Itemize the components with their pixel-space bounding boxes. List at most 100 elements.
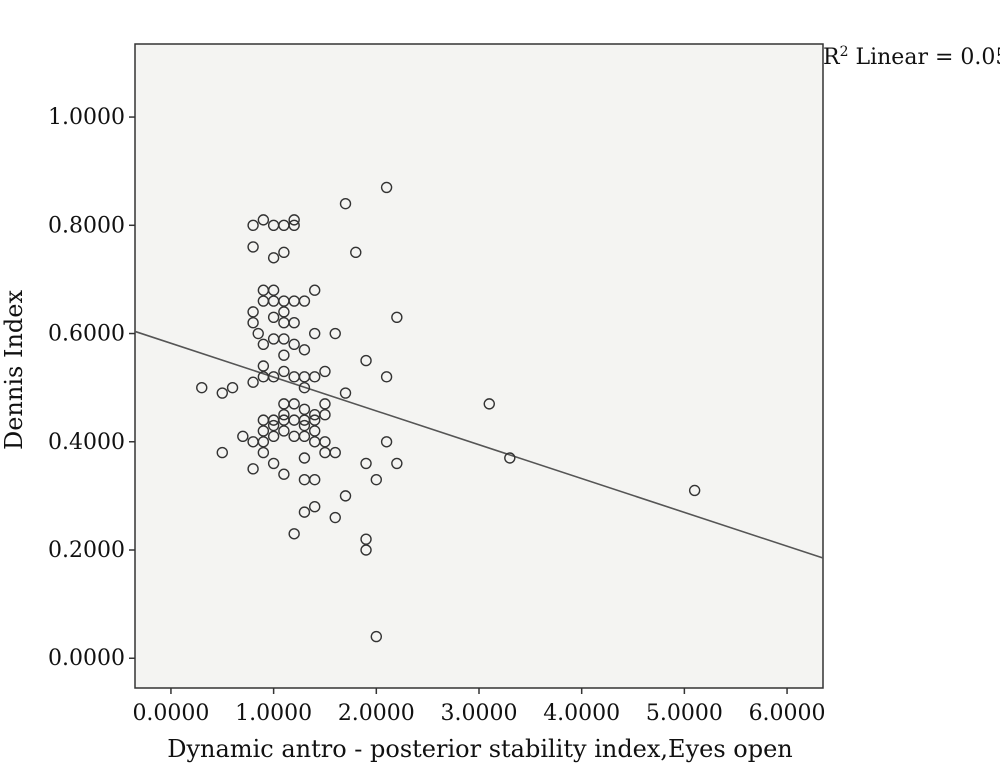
x-tick-label: 6.0000 bbox=[749, 701, 826, 726]
data-point bbox=[360, 533, 372, 545]
data-point bbox=[504, 452, 516, 464]
r-squared-superscript: 2 bbox=[840, 44, 849, 60]
data-point bbox=[288, 214, 300, 226]
data-point bbox=[298, 430, 311, 443]
data-point bbox=[380, 181, 393, 194]
data-point bbox=[252, 327, 264, 340]
plot-area bbox=[134, 43, 824, 689]
data-point bbox=[370, 630, 383, 643]
data-point bbox=[309, 414, 321, 426]
data-point bbox=[298, 452, 311, 464]
data-point bbox=[298, 344, 311, 356]
data-point bbox=[319, 398, 331, 410]
r-squared-annotation: R2 Linear = 0.05 bbox=[823, 44, 1000, 70]
data-point bbox=[329, 511, 341, 524]
data-point bbox=[298, 403, 311, 415]
data-point bbox=[216, 446, 228, 459]
data-point bbox=[380, 436, 393, 448]
data-point bbox=[288, 219, 300, 231]
data-point bbox=[247, 317, 259, 329]
data-point bbox=[278, 306, 290, 318]
data-point bbox=[257, 446, 270, 459]
data-point bbox=[309, 501, 321, 513]
data-point bbox=[216, 387, 228, 399]
data-point bbox=[288, 338, 300, 351]
data-point bbox=[309, 473, 321, 486]
y-tick-label: 0.2000 bbox=[48, 538, 125, 563]
x-tick-label: 5.0000 bbox=[646, 701, 723, 726]
data-point bbox=[298, 381, 311, 394]
data-point bbox=[257, 338, 270, 351]
data-point bbox=[391, 311, 403, 323]
data-point bbox=[309, 284, 321, 296]
data-point bbox=[278, 409, 290, 421]
points-layer bbox=[196, 181, 701, 643]
data-point bbox=[309, 371, 321, 383]
data-point bbox=[226, 381, 239, 394]
data-point bbox=[319, 436, 331, 448]
y-tick-label: 1.0000 bbox=[48, 105, 125, 130]
data-point bbox=[237, 430, 249, 443]
data-point bbox=[360, 354, 372, 367]
data-point bbox=[329, 446, 341, 459]
data-point bbox=[339, 197, 352, 210]
data-point bbox=[278, 349, 290, 361]
data-point bbox=[298, 506, 311, 518]
data-point bbox=[247, 463, 259, 475]
data-point bbox=[298, 295, 311, 307]
x-tick-label: 4.0000 bbox=[543, 701, 620, 726]
x-tick-label: 0.0000 bbox=[132, 701, 209, 726]
data-point bbox=[380, 371, 393, 383]
data-point bbox=[267, 430, 280, 443]
data-point bbox=[278, 333, 290, 345]
data-point bbox=[278, 468, 290, 480]
data-point bbox=[309, 425, 321, 437]
x-axis: 0.0000 1.0000 2.0000 3.0000 4.0000 5.0000 6.00… bbox=[132, 688, 826, 726]
r-squared-prefix: R bbox=[823, 45, 841, 70]
data-point bbox=[267, 419, 280, 432]
data-point bbox=[319, 365, 331, 378]
data-point bbox=[339, 490, 352, 502]
data-point bbox=[278, 425, 290, 437]
data-point bbox=[360, 544, 372, 556]
data-point bbox=[288, 317, 300, 329]
data-point bbox=[483, 398, 495, 410]
data-point bbox=[257, 436, 270, 448]
data-point bbox=[391, 457, 403, 470]
x-tick-label: 2.0000 bbox=[338, 701, 415, 726]
data-point bbox=[288, 398, 300, 410]
regression-line bbox=[134, 330, 824, 559]
data-point bbox=[288, 528, 300, 540]
data-point bbox=[247, 306, 259, 318]
x-axis-title: Dynamic antro - posterior stability inde… bbox=[167, 735, 793, 763]
fit-line-layer bbox=[134, 330, 824, 559]
data-point bbox=[329, 327, 341, 340]
y-axis-title: Dennis Index bbox=[0, 290, 28, 450]
data-point bbox=[370, 473, 383, 486]
data-point bbox=[267, 457, 280, 470]
y-axis: 0.0000 0.2000 0.4000 0.6000 0.8000 1.0000 bbox=[48, 105, 135, 671]
data-point bbox=[278, 246, 290, 259]
data-point bbox=[267, 371, 280, 383]
data-point bbox=[257, 214, 270, 226]
data-point bbox=[688, 484, 701, 497]
data-point bbox=[350, 246, 362, 259]
y-tick-label: 0.4000 bbox=[48, 430, 125, 455]
data-point bbox=[309, 327, 321, 340]
data-point bbox=[267, 252, 280, 264]
y-tick-label: 0.8000 bbox=[48, 213, 125, 238]
data-point bbox=[247, 241, 259, 253]
data-point bbox=[247, 376, 259, 388]
x-tick-label: 3.0000 bbox=[441, 701, 518, 726]
data-point bbox=[257, 425, 270, 437]
data-point bbox=[267, 311, 280, 323]
data-point bbox=[196, 381, 208, 394]
data-point bbox=[319, 409, 331, 421]
x-tick-label: 1.0000 bbox=[235, 701, 312, 726]
data-point bbox=[247, 219, 259, 231]
data-point bbox=[360, 457, 372, 470]
data-point bbox=[339, 387, 352, 399]
y-tick-label: 0.6000 bbox=[48, 322, 125, 347]
data-point bbox=[278, 365, 290, 378]
